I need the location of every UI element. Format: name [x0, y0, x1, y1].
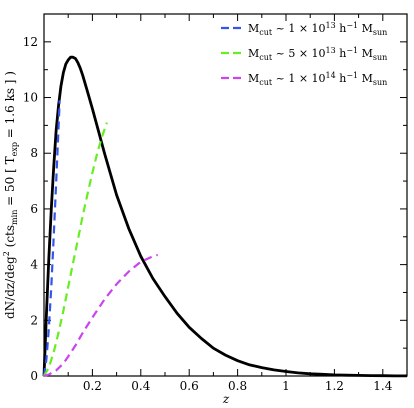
x-tick-label: 1.2	[325, 379, 344, 393]
y-axis-label: dN/dz/deg2 (ctsmin = 50 [ Texp = 1.6 ks …	[2, 71, 19, 319]
y-tick-label: 2	[30, 313, 38, 327]
x-tick-label: 0.2	[83, 379, 102, 393]
x-axis-label: z	[222, 392, 230, 406]
legend-label-2: Mcut ~ 5 × 1013 h−1 Msun	[248, 46, 387, 62]
legend: Mcut ~ 1 × 1013 h−1 Msun Mcut ~ 5 × 1013 …	[221, 21, 387, 87]
ticks-group: 0.2 0.4 0.6 0.8 1 1.2 1.4 0 2 4 6 8 10 12	[23, 14, 408, 393]
legend-label-1: Mcut ~ 1 × 1013 h−1 Msun	[248, 21, 387, 37]
x-tick-label: 0.6	[180, 379, 199, 393]
legend-label-3: Mcut ~ 1 × 1014 h−1 Msun	[248, 71, 387, 87]
y-tick-label: 6	[30, 202, 38, 216]
series-line-1	[42, 100, 61, 377]
x-tick-label: 0.8	[228, 379, 247, 393]
series-line-2	[43, 122, 108, 377]
series-line-3	[43, 253, 159, 378]
series-group	[42, 55, 407, 378]
plot-frame	[43, 13, 408, 377]
y-tick-label: 12	[23, 35, 38, 49]
x-tick-label: 1.4	[373, 379, 392, 393]
x-tick-label: 1	[282, 379, 290, 393]
y-tick-label: 4	[30, 258, 38, 272]
x-tick-label: 0.4	[131, 379, 150, 393]
y-tick-label: 0	[30, 369, 38, 383]
series-line-0	[42, 55, 407, 378]
y-tick-label: 8	[30, 146, 38, 160]
y-tick-label: 10	[23, 91, 38, 105]
